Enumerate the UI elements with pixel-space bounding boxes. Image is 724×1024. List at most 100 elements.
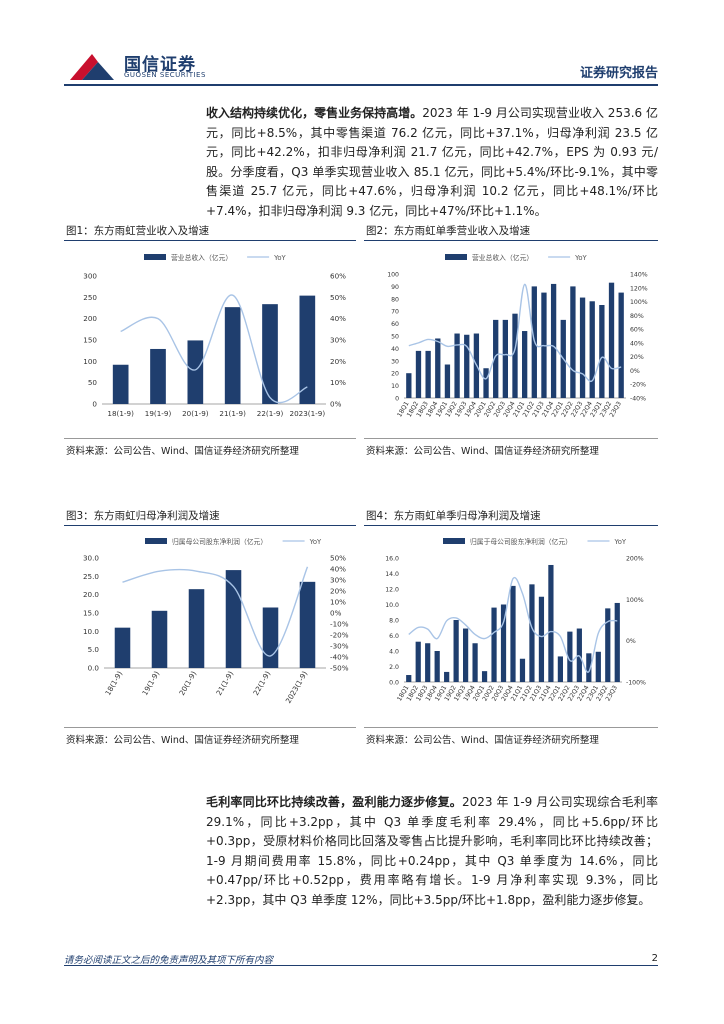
bar — [415, 350, 422, 398]
legend-swatch-bar — [144, 254, 166, 260]
y2-tick-label: -100% — [626, 680, 646, 687]
y2-tick-label: 50% — [330, 554, 346, 563]
y-tick-label: 150 — [83, 336, 97, 345]
source-rule — [364, 727, 658, 728]
y-tick-label: 12.0 — [385, 587, 399, 594]
bar — [444, 364, 451, 398]
bar — [608, 282, 615, 398]
bar — [112, 364, 129, 404]
bar — [114, 627, 131, 668]
y-tick-label: 200 — [83, 314, 97, 323]
chart-title-rule — [64, 525, 356, 526]
y2-tick-label: 0% — [626, 638, 636, 645]
y-tick-label: 50 — [391, 334, 399, 341]
bar — [605, 608, 611, 682]
source-note: 资料来源：公司公告、Wind、国信证券经济研究所整理 — [66, 735, 299, 746]
x-tick-label: 2023(1-9) — [284, 669, 310, 705]
bar — [589, 301, 595, 398]
bar — [618, 292, 624, 398]
y-tick-label: 6.0 — [389, 633, 399, 640]
bar — [454, 333, 460, 398]
y-tick-label: 300 — [83, 272, 97, 281]
y2-tick-label: -30% — [330, 642, 349, 651]
legend-label: 归属母公司股东净利润（亿元） — [172, 537, 267, 546]
bar — [483, 368, 489, 398]
y-tick-label: 0 — [92, 400, 97, 409]
legend-label: YoY — [309, 538, 322, 546]
y2-tick-label: 0% — [330, 400, 342, 409]
y-tick-label: 10.0 — [385, 602, 399, 609]
bar — [425, 350, 431, 398]
x-tick-label: 19(1-9) — [140, 669, 161, 697]
y2-tick-label: 60% — [630, 327, 644, 334]
paragraph-revenue: 收入结构持续优化，零售业务保持高增。2023 年 1-9 月公司实现营业收入 2… — [206, 104, 658, 222]
bar — [557, 656, 563, 682]
y-tick-label: 30 — [391, 358, 399, 365]
y2-tick-label: 20% — [330, 587, 346, 596]
y2-tick-label: 0% — [330, 609, 342, 618]
bar — [224, 307, 241, 404]
y-tick-label: 15.0 — [83, 609, 99, 618]
y2-tick-label: 100% — [626, 597, 644, 604]
bar — [425, 643, 431, 682]
y2-tick-label: -20% — [330, 631, 349, 640]
chart-netprofit-quarterly: 归属于母公司股东净利润（亿元） YoY 0.0 2.0 4.0 6.0 8.0 10.0 12.… — [385, 537, 646, 702]
y2-tick-label: 140% — [630, 272, 648, 279]
y2-tick-label: 200% — [626, 556, 644, 563]
y2-tick-label: 30% — [330, 576, 346, 585]
source-note: 资料来源：公司公告、Wind、国信证券经济研究所整理 — [366, 735, 599, 746]
bar — [434, 651, 440, 682]
page-number: 2 — [651, 953, 658, 964]
legend-label: 归属于母公司股东净利润（亿元） — [470, 537, 572, 546]
x-tick-label: 22(1-9) — [257, 409, 284, 418]
y-tick-label: 60 — [391, 321, 399, 328]
bar — [519, 658, 526, 682]
y2-tick-label: 40% — [330, 314, 346, 323]
bar — [586, 653, 592, 682]
source-rule — [64, 727, 356, 728]
chart-title: 图1：东方雨虹营业收入及增速 — [66, 225, 210, 237]
bar — [151, 610, 168, 668]
yoy-line — [120, 294, 308, 404]
y-tick-label: 20 — [391, 371, 399, 378]
x-tick-label: 19(1-9) — [145, 409, 172, 418]
y2-tick-label: 120% — [630, 285, 648, 292]
bar — [579, 297, 586, 398]
y-tick-label: 40 — [391, 346, 399, 353]
y2-tick-label: 20% — [330, 357, 346, 366]
y-tick-label: 30.0 — [83, 554, 99, 563]
x-tick-label: 20(1-9) — [177, 669, 198, 697]
legend-swatch-bar — [445, 254, 467, 260]
y-tick-label: 2.0 — [389, 664, 399, 671]
x-tick-label: 20(1-9) — [182, 409, 209, 418]
x-tick-label: 21(1-9) — [214, 669, 235, 697]
source-rule — [364, 438, 658, 439]
disclaimer-note: 请务必阅读正文之后的免责声明及其项下所有内容 — [64, 955, 274, 966]
bar — [299, 295, 316, 404]
y2-tick-label: 60% — [330, 272, 346, 281]
y2-tick-label: 30% — [330, 336, 346, 345]
y-tick-label: 100 — [83, 357, 97, 366]
y-tick-label: 10 — [391, 383, 399, 390]
y-tick-label: 10.0 — [83, 627, 99, 636]
x-tick-label: 18(1-9) — [103, 669, 124, 697]
y-tick-label: 0 — [395, 396, 399, 403]
y2-tick-label: 100% — [630, 299, 648, 306]
bar — [548, 564, 554, 682]
chart-title-rule — [364, 240, 658, 241]
bar — [463, 628, 469, 682]
yoy-line — [408, 576, 618, 673]
bar — [262, 607, 279, 668]
bar — [521, 331, 528, 398]
guosen-logo-icon — [70, 54, 114, 80]
source-note: 资料来源：公司公告、Wind、国信证券经济研究所整理 — [66, 446, 299, 457]
bar — [453, 620, 459, 682]
legend-label: 营业总收入（亿元） — [472, 253, 533, 262]
y-tick-label: 0.0 — [389, 680, 399, 687]
y-tick-label: 20.0 — [83, 590, 99, 599]
bar — [614, 602, 620, 682]
y-tick-label: 70 — [391, 309, 399, 316]
y2-tick-label: 40% — [330, 565, 346, 574]
bar — [595, 651, 601, 682]
bar — [299, 581, 316, 668]
